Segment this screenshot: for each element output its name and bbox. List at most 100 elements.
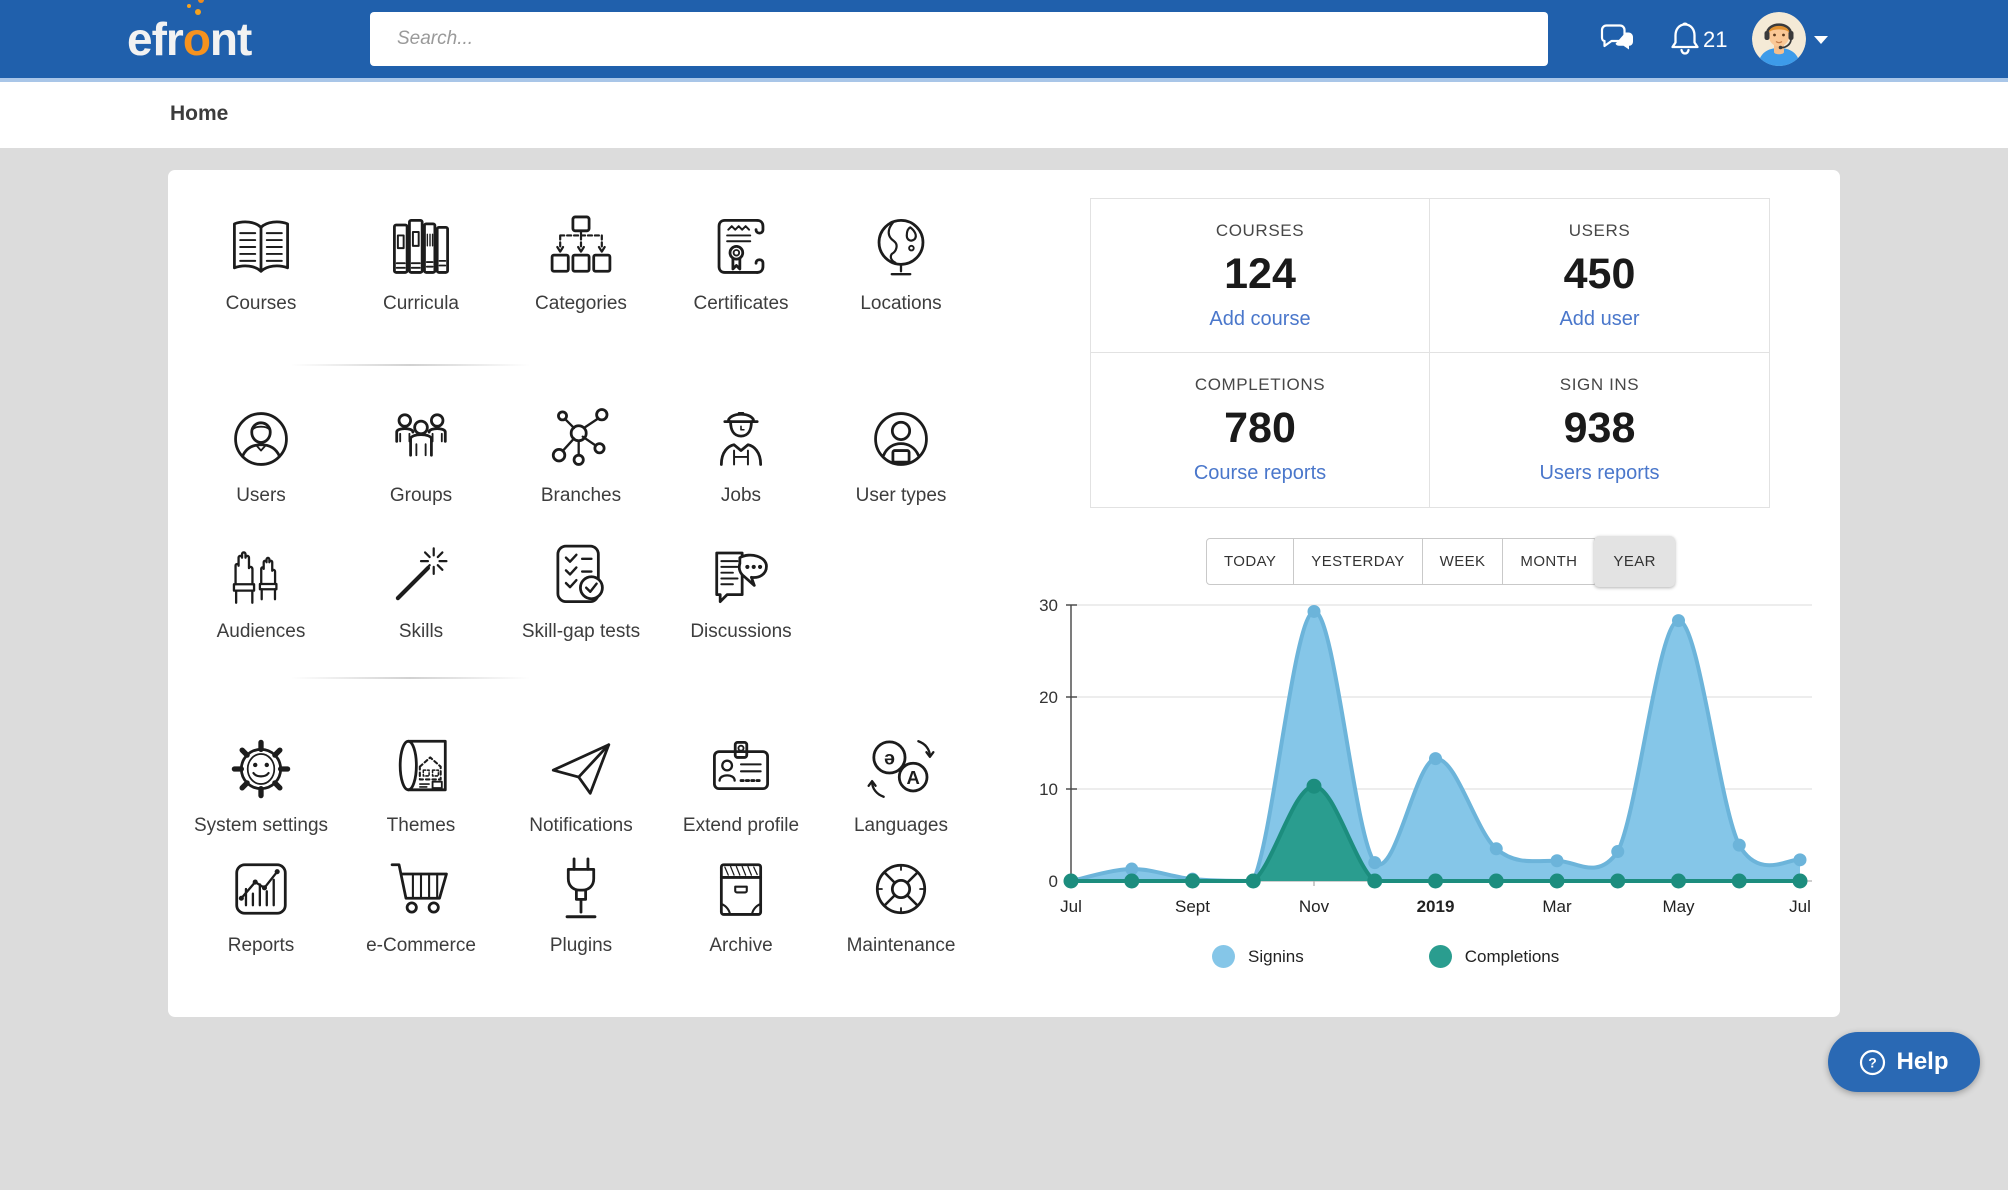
menu-group-divider [290,677,530,679]
menu-item-label: Themes [386,815,456,836]
svg-text:Jul: Jul [1060,897,1082,916]
notification-count[interactable]: 21 [1703,27,1728,52]
stat-label: USERS [1568,220,1631,240]
menu-item-label: Groups [389,485,453,506]
skillgap-icon [544,538,618,612]
menu-item-label: Categories [535,293,627,314]
stat-label: SIGN INS [1559,375,1640,394]
avatar[interactable] [1752,12,1806,66]
stat-value: 450 [1563,249,1636,298]
notifications-bell-icon[interactable] [1669,21,1701,57]
menu-item-label: Extend profile [682,815,800,836]
menu-item-archive[interactable]: Archive [661,852,821,957]
stat-value: 780 [1224,404,1296,452]
notifications-icon [544,732,618,806]
add-course-link[interactable]: Add course [1209,307,1311,330]
svg-text:0: 0 [1049,872,1058,891]
extendprofile-icon [704,732,778,806]
users-reports-link[interactable]: Users reports [1539,462,1660,484]
add-user-link[interactable]: Add user [1559,307,1640,330]
menu-item-extendprofile[interactable]: Extend profile [661,732,821,837]
signins-legend-dot-icon [1212,945,1235,968]
main-card: Courses Curricula Categories Certificates Lo… [168,170,1840,1017]
svg-text:2019: 2019 [1417,897,1455,916]
languages-icon [864,732,938,806]
usertypes-icon [864,402,938,476]
menu-item-label: Maintenance [846,935,956,956]
menu-item-label: Skills [398,621,444,642]
menu-item-skills[interactable]: Skills [341,538,501,643]
question-icon: ? [1860,1049,1886,1075]
stats-panel: COURSES 124 Add course USERS 450 Add use… [1090,198,1770,508]
svg-text:Jul: Jul [1789,897,1811,916]
svg-text:30: 30 [1039,596,1058,615]
tab-today[interactable]: TODAY [1207,539,1295,584]
tab-year[interactable]: YEAR [1594,536,1675,587]
profile-dropdown-caret-icon[interactable] [1814,36,1828,44]
efront-logo[interactable]: efront [127,13,252,65]
curricula-icon [384,210,458,284]
menu-item-jobs[interactable]: Jobs [661,402,821,507]
menu-item-reports[interactable]: Reports [181,852,341,957]
menu-item-themes[interactable]: Themes [341,732,501,837]
menu-item-curricula[interactable]: Curricula [341,210,501,315]
menu-item-label: Reports [227,935,295,956]
menu-item-courses[interactable]: Courses [181,210,341,315]
menu-item-discussions[interactable]: Discussions [661,538,821,643]
menu-item-users[interactable]: Users [181,402,341,507]
menu-group-divider [290,364,530,366]
certificates-icon [704,210,778,284]
menu-item-label: Languages [853,815,949,836]
stat-card-completions: COMPLETIONS 780 Course reports [1091,353,1430,507]
menu-item-plugins[interactable]: Plugins [501,852,661,957]
skills-icon [384,538,458,612]
menu-item-label: Certificates [693,293,789,314]
menu-row-4: System settings Themes Notifications Extend… [181,732,981,837]
tab-yesterday[interactable]: YESTERDAY [1294,539,1423,584]
svg-text:Nov: Nov [1299,897,1330,916]
svg-text:?: ? [1869,1054,1878,1070]
menu-item-locations[interactable]: Locations [821,210,981,315]
menu-item-usertypes[interactable]: User types [821,402,981,507]
search-input[interactable] [370,12,1548,66]
help-button[interactable]: ? Help [1828,1032,1980,1092]
menu-item-branches[interactable]: Branches [501,402,661,507]
menu-item-settings[interactable]: System settings [181,732,341,837]
tab-week[interactable]: WEEK [1423,539,1504,584]
stat-value: 124 [1224,249,1296,298]
maintenance-icon [864,852,938,926]
reports-icon [224,852,298,926]
course-reports-link[interactable]: Course reports [1193,462,1327,484]
legend-item-signins: Signins [1212,945,1304,968]
messages-icon[interactable] [1599,24,1636,54]
menu-item-certificates[interactable]: Certificates [661,210,821,315]
settings-icon [224,732,298,806]
menu-item-categories[interactable]: Categories [501,210,661,315]
stat-label: COURSES [1215,220,1305,240]
menu-item-label: Discussions [690,621,792,642]
stat-card-courses: COURSES 124 Add course [1091,199,1430,353]
menu-item-notifications[interactable]: Notifications [501,732,661,837]
tab-month[interactable]: MONTH [1503,539,1596,584]
branches-icon [544,402,618,476]
menu-item-label: Audiences [216,621,306,642]
menu-item-maintenance[interactable]: Maintenance [821,852,981,957]
svg-text:10: 10 [1039,780,1058,799]
menu-item-skillgap[interactable]: Skill-gap tests [501,538,661,643]
menu-row-2: Users Groups Branches Jobs User types [181,402,981,507]
menu-item-groups[interactable]: Groups [341,402,501,507]
activity-chart: 0 10 20 30 Jul Sept Nov 2019 Mar May Jul [1039,596,1812,916]
menu-item-label: System settings [193,815,329,836]
menu-item-languages[interactable]: Languages [821,732,981,837]
chart-legend: Signins Completions [1212,945,1559,968]
help-label: Help [1896,1048,1949,1075]
menu-item-ecommerce[interactable]: e-Commerce [341,852,501,957]
ecommerce-icon [384,852,458,926]
legend-label: Completions [1464,946,1560,966]
menu-item-label: Locations [860,293,942,314]
menu-item-audiences[interactable]: Audiences [181,538,341,643]
legend-item-completions: Completions [1428,945,1560,968]
breadcrumb-home[interactable]: Home [170,102,229,125]
menu-item-label: Users [236,485,286,506]
